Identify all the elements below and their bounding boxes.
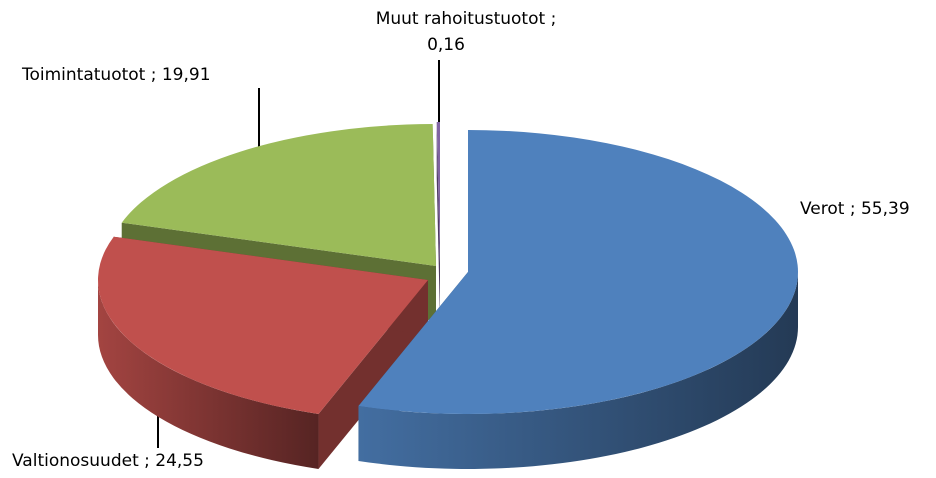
slice-side bbox=[358, 272, 798, 469]
data-label: Toimintatuotot ; 19,91 bbox=[21, 65, 211, 85]
slice bbox=[436, 122, 440, 264]
slice-side bbox=[98, 280, 319, 469]
data-label: 0,16 bbox=[427, 35, 465, 55]
slice bbox=[97, 236, 428, 414]
data-label: Verot ; 55,39 bbox=[800, 199, 910, 219]
slice-face bbox=[436, 122, 440, 319]
data-label: Valtionosuudet ; 24,55 bbox=[12, 451, 204, 471]
data-label: Muut rahoitustuotot ; bbox=[376, 9, 557, 29]
slice bbox=[358, 130, 798, 414]
slice bbox=[121, 124, 436, 266]
